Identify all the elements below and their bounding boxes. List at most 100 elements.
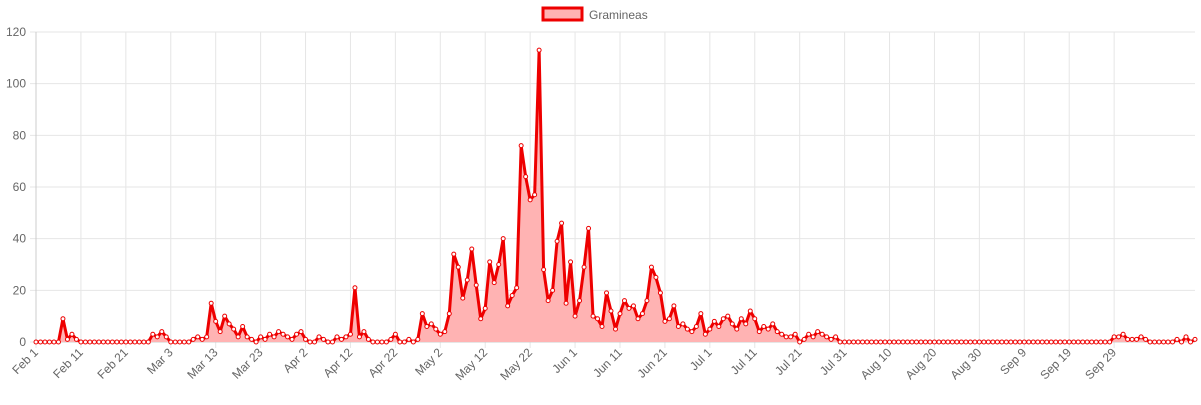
data-point <box>442 329 448 335</box>
data-point <box>541 267 547 273</box>
data-point <box>96 339 102 345</box>
data-point <box>774 329 780 335</box>
data-point <box>613 326 618 332</box>
data-point <box>392 331 398 337</box>
data-point <box>87 339 93 345</box>
y-tick-label: 40 <box>13 232 27 246</box>
x-tick-label: Jul 21 <box>772 345 805 378</box>
data-point <box>141 339 147 345</box>
data-point <box>873 339 879 345</box>
data-point <box>73 336 79 342</box>
data-point <box>455 264 461 270</box>
data-point <box>433 326 439 332</box>
data-point <box>756 329 762 335</box>
data-point <box>630 303 636 309</box>
data-point <box>258 334 264 340</box>
data-point <box>231 326 237 332</box>
legend-swatch[interactable] <box>541 6 584 22</box>
data-point <box>572 313 578 319</box>
data-point <box>1183 334 1189 340</box>
data-point <box>419 311 425 317</box>
data-point <box>478 316 484 322</box>
data-point <box>199 336 205 342</box>
data-point <box>599 324 605 329</box>
data-point <box>653 274 659 280</box>
data-point <box>82 339 88 345</box>
data-point <box>662 318 668 324</box>
data-point <box>999 339 1005 345</box>
data-point <box>913 339 919 345</box>
data-point <box>729 321 735 327</box>
data-point <box>267 331 273 337</box>
data-point <box>1143 336 1149 342</box>
data-point <box>217 329 223 335</box>
data-point <box>1071 339 1077 345</box>
data-point <box>1066 339 1072 345</box>
data-point <box>819 331 825 337</box>
x-tick-label: Feb 11 <box>50 345 86 381</box>
data-point <box>51 339 57 345</box>
data-point <box>949 339 955 345</box>
data-point <box>846 339 852 345</box>
data-point <box>55 339 61 345</box>
data-point <box>316 334 322 340</box>
data-point <box>226 321 232 327</box>
data-point <box>307 339 313 345</box>
legend[interactable]: Gramineas <box>541 6 648 22</box>
data-point <box>891 339 897 345</box>
data-point <box>1134 336 1140 342</box>
data-point <box>581 264 587 270</box>
data-point <box>325 339 331 345</box>
data-point <box>680 321 686 327</box>
data-point <box>78 339 84 345</box>
data-point <box>1152 339 1158 345</box>
data-point <box>244 334 250 340</box>
data-point <box>514 285 520 291</box>
data-point <box>127 339 133 345</box>
data-point <box>1017 339 1023 345</box>
data-point <box>370 339 376 345</box>
data-point <box>747 308 753 314</box>
data-point <box>1089 339 1095 345</box>
data-point <box>114 339 120 345</box>
series-area <box>36 50 1195 342</box>
data-point <box>464 277 470 283</box>
data-point <box>213 318 219 324</box>
data-point <box>563 300 569 306</box>
data-point <box>716 324 722 329</box>
data-point <box>271 334 277 340</box>
data-point <box>577 298 583 304</box>
data-point <box>725 313 731 319</box>
data-point <box>190 336 196 342</box>
x-tick-label: May 22 <box>497 345 535 383</box>
data-point <box>100 339 106 345</box>
data-point <box>590 313 596 319</box>
data-point <box>635 316 641 322</box>
y-tick-label: 0 <box>19 335 26 349</box>
data-point <box>482 305 488 311</box>
x-tick-label: Jun 11 <box>590 345 625 380</box>
data-point <box>711 318 717 324</box>
series-line <box>36 48 1196 344</box>
data-point <box>828 336 834 342</box>
data-point <box>388 336 394 342</box>
data-point <box>1075 339 1081 345</box>
data-point <box>1120 331 1126 337</box>
data-point <box>644 298 650 304</box>
data-point <box>981 339 987 345</box>
x-tick-label: Apr 22 <box>365 345 400 380</box>
y-tick-label: 20 <box>13 283 27 297</box>
data-point <box>1021 339 1027 345</box>
data-point <box>1170 339 1176 345</box>
data-point <box>559 220 565 226</box>
data-point <box>298 329 304 335</box>
legend-label[interactable]: Gramineas <box>589 8 648 22</box>
data-point <box>523 174 529 180</box>
data-point <box>837 339 843 345</box>
data-point <box>922 339 928 345</box>
data-point <box>1125 336 1131 342</box>
data-point <box>532 192 538 198</box>
data-point <box>208 300 214 306</box>
